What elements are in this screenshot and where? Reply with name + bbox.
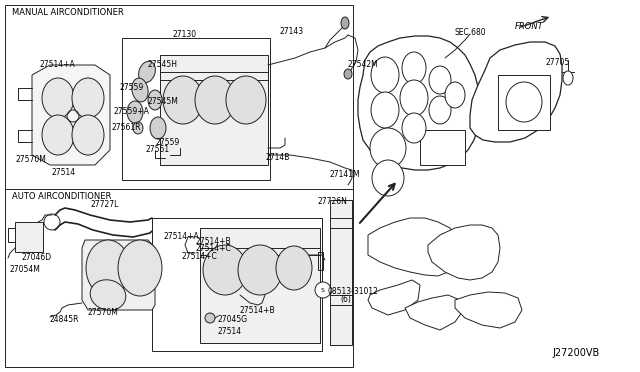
Polygon shape [405, 295, 462, 330]
Ellipse shape [372, 160, 404, 196]
Text: 27141M: 27141M [330, 170, 360, 179]
Bar [318, 252, 323, 270]
Ellipse shape [90, 280, 126, 310]
Ellipse shape [402, 52, 426, 84]
Bar [200, 228, 320, 343]
Text: 27559: 27559 [120, 83, 144, 92]
Ellipse shape [315, 282, 331, 298]
Text: 27514: 27514 [218, 327, 242, 336]
Ellipse shape [72, 115, 104, 155]
Text: J27200VB: J27200VB [553, 348, 600, 358]
Text: 27130: 27130 [173, 30, 197, 39]
Text: 27514: 27514 [52, 168, 76, 177]
Text: 2714B: 2714B [265, 153, 289, 162]
Text: 27046D: 27046D [22, 253, 52, 262]
Ellipse shape [195, 76, 235, 124]
Polygon shape [32, 65, 110, 165]
Text: 27514+A: 27514+A [40, 60, 76, 69]
Text: 27542M: 27542M [348, 60, 379, 69]
Text: FRONT: FRONT [515, 22, 544, 31]
Bar [160, 55, 268, 165]
Ellipse shape [150, 117, 166, 139]
Polygon shape [428, 225, 500, 280]
Bar [122, 38, 270, 180]
Ellipse shape [42, 78, 74, 118]
Text: 27514+A: 27514+A [163, 232, 199, 241]
Text: 08513-31012: 08513-31012 [328, 287, 379, 296]
Text: 27561R: 27561R [112, 123, 141, 132]
Ellipse shape [429, 66, 451, 94]
Ellipse shape [127, 101, 143, 123]
Ellipse shape [203, 245, 247, 295]
Ellipse shape [133, 122, 143, 134]
Polygon shape [82, 240, 155, 310]
Ellipse shape [563, 71, 573, 85]
Ellipse shape [400, 80, 428, 116]
Polygon shape [368, 280, 420, 315]
Text: 27514+B: 27514+B [196, 237, 232, 246]
Text: AUTO AIRCONDITIONER: AUTO AIRCONDITIONER [12, 192, 111, 201]
Text: (6): (6) [340, 295, 351, 304]
Text: 27726N: 27726N [318, 197, 348, 206]
Bar [5, 5, 353, 367]
Polygon shape [358, 36, 480, 170]
Ellipse shape [371, 57, 399, 93]
Ellipse shape [276, 246, 312, 290]
Bar [152, 218, 322, 351]
Text: 24845R: 24845R [50, 315, 79, 324]
Text: 27570M: 27570M [88, 308, 119, 317]
Ellipse shape [42, 115, 74, 155]
Ellipse shape [429, 96, 451, 124]
Ellipse shape [506, 82, 542, 122]
Ellipse shape [148, 90, 162, 110]
Ellipse shape [402, 113, 426, 143]
Text: 27045G: 27045G [218, 315, 248, 324]
Text: SEC.680: SEC.680 [454, 28, 486, 37]
Bar [330, 200, 352, 345]
Text: S: S [321, 288, 325, 292]
Bar [498, 75, 550, 130]
Text: 27514+C: 27514+C [182, 252, 218, 261]
Text: 27545H: 27545H [148, 60, 178, 69]
Text: 27054M: 27054M [10, 265, 41, 274]
Ellipse shape [72, 78, 104, 118]
Text: 27514+B: 27514+B [240, 306, 276, 315]
Text: 27143: 27143 [280, 27, 304, 36]
Ellipse shape [205, 313, 215, 323]
Text: 27559+A: 27559+A [113, 107, 149, 116]
Text: 27545M: 27545M [148, 97, 179, 106]
Ellipse shape [226, 76, 266, 124]
Ellipse shape [238, 245, 282, 295]
Ellipse shape [139, 61, 156, 83]
Ellipse shape [86, 240, 130, 296]
Polygon shape [470, 42, 562, 142]
Polygon shape [455, 292, 522, 328]
Ellipse shape [370, 128, 406, 168]
Bar [15, 222, 43, 252]
Text: 27570M: 27570M [15, 155, 46, 164]
Text: 27705: 27705 [546, 58, 570, 67]
Ellipse shape [371, 92, 399, 128]
Ellipse shape [341, 17, 349, 29]
Text: MANUAL AIRCONDITIONER: MANUAL AIRCONDITIONER [12, 8, 124, 17]
Text: 27561: 27561 [145, 145, 169, 154]
Ellipse shape [118, 240, 162, 296]
Text: 27514+C: 27514+C [196, 244, 232, 253]
Ellipse shape [163, 76, 203, 124]
Polygon shape [368, 218, 458, 276]
Ellipse shape [132, 78, 148, 102]
Text: 27727L: 27727L [91, 200, 119, 209]
Ellipse shape [344, 69, 352, 79]
Ellipse shape [445, 82, 465, 108]
Bar [420, 130, 465, 165]
Text: 27559: 27559 [155, 138, 179, 147]
